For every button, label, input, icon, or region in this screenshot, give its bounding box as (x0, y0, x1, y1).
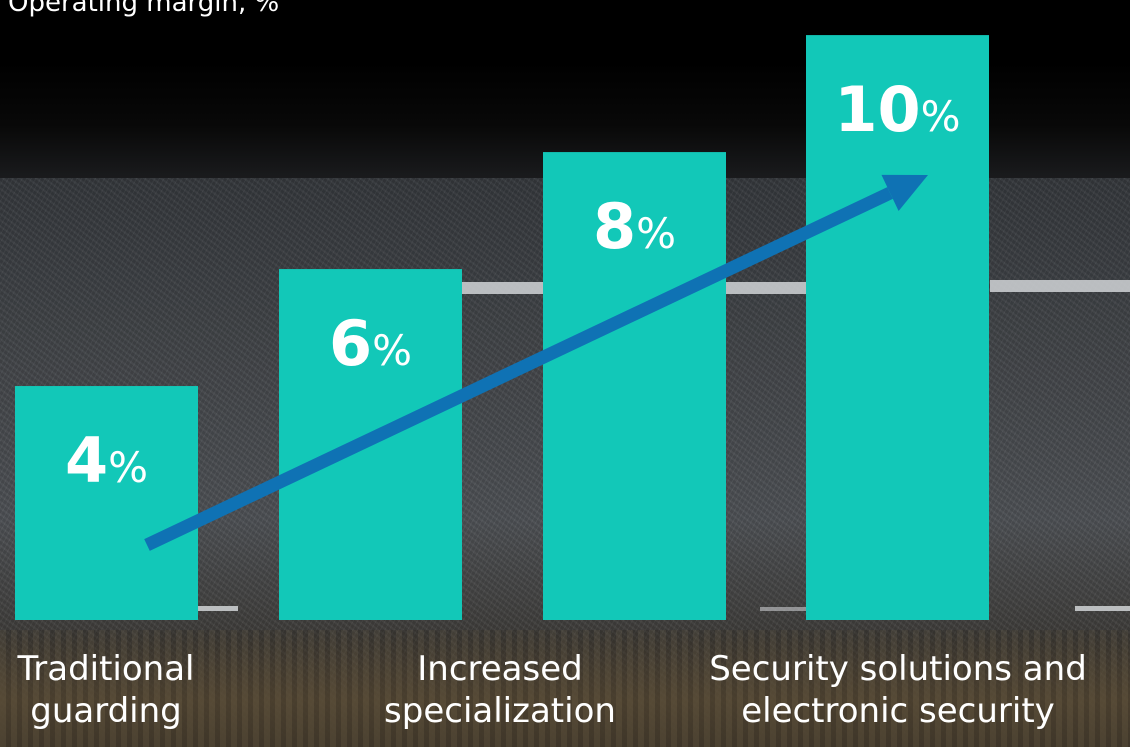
category-label-line: Traditional (17, 649, 195, 689)
category-label-line: Security solutions and (709, 649, 1087, 689)
bar-value-percent-sign: % (108, 443, 149, 493)
lane-marking (1075, 606, 1130, 611)
bar-3 (543, 152, 726, 620)
trend-arrow-shaft (144, 187, 893, 551)
bar-value-label-4: 10% (806, 79, 989, 141)
category-label-line: guarding (30, 691, 182, 731)
bar-value-number: 4 (64, 424, 109, 498)
bar-value-label-3: 8% (543, 196, 726, 258)
category-label-2: Increased specialization (270, 648, 730, 732)
bar-1 (15, 386, 198, 620)
lane-marking (198, 606, 238, 611)
trend-arrow-head (881, 174, 928, 212)
lane-marking (725, 282, 807, 294)
category-label-line: Increased (417, 649, 583, 689)
category-label-1: Traditional guarding (0, 648, 336, 732)
bar-value-percent-sign: % (372, 326, 413, 376)
bar-value-label-1: 4% (15, 430, 198, 492)
lane-marking (460, 282, 545, 294)
lane-marking (990, 280, 1130, 292)
bar-4 (806, 35, 989, 620)
category-label-line: specialization (384, 691, 616, 731)
bar-value-percent-sign: % (920, 92, 961, 142)
lane-marking (760, 607, 806, 611)
bar-value-label-2: 6% (279, 313, 462, 375)
bar-value-number: 10 (834, 73, 921, 147)
chart-title: Operating margin, % (8, 0, 280, 18)
bar-value-number: 6 (328, 307, 373, 381)
bar-value-number: 8 (592, 190, 637, 264)
category-label-3: Security solutions and electronic securit… (668, 648, 1128, 732)
bar-value-percent-sign: % (636, 209, 677, 259)
category-label-line: electronic security (741, 691, 1055, 731)
road-edge-background (0, 630, 1130, 747)
